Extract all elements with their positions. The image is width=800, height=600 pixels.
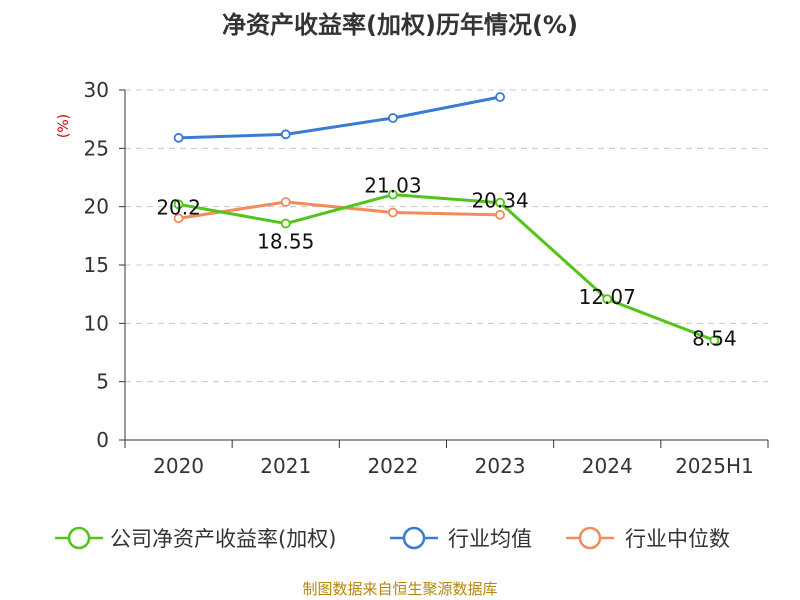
y-tick-label: 30 [84,78,109,102]
x-tick-label: 2023 [475,454,526,478]
data-label: 8.54 [692,326,737,350]
data-point [280,218,291,229]
x-tick-label: 2020 [153,454,204,478]
data-point [388,207,398,218]
data-point [495,209,505,220]
data-point [173,199,184,210]
y-tick-label: 0 [96,428,109,452]
data-point [495,92,505,102]
y-tick-label: 5 [96,370,109,394]
data-label: 20.34 [471,189,528,213]
data-label: 21.03 [364,174,421,198]
data-point [388,189,398,200]
legend-marker [67,526,91,550]
legend-marker [578,526,602,550]
data-point [280,129,291,140]
source-note: 制图数据来自恒生聚源数据库 [302,580,497,598]
data-point [602,294,613,305]
series-line [178,200,501,220]
series-layer [173,92,720,346]
data-point [388,113,398,123]
y-tick-label: 20 [84,195,109,219]
data-label: 18.55 [257,230,314,254]
y-tick-label: 25 [84,136,109,160]
legend-label: 公司净资产收益率(加权) [110,527,336,551]
data-label: 20.2 [156,195,201,219]
grid-lines [125,89,768,383]
data-point [495,197,505,208]
legend: 公司净资产收益率(加权) 行业均值 行业中位数 [55,526,730,551]
legend-label: 行业均值 [448,527,532,551]
data-point [173,132,184,143]
data-point [280,197,291,207]
y-tick-label: 15 [84,253,109,277]
series-line [178,95,501,140]
y-axis-unit: (%) [56,114,72,138]
legend-marker [402,526,426,550]
series-line [178,193,715,342]
data-point [173,213,184,224]
legend-label: 行业中位数 [625,527,730,551]
y-tick-label: 10 [84,311,109,335]
x-tick-label: 2025H1 [675,454,754,478]
x-tick-label: 2024 [582,454,633,478]
axes: 0 5 10 15 20 25 30 2020 2021 2022 2023 2024 2025H1 [84,78,769,478]
x-tick-label: 2022 [367,454,418,478]
data-label: 12.07 [579,285,636,309]
x-tick-label: 2021 [260,454,311,478]
chart-title: 净资产收益率(加权)历年情况(%) [222,11,578,39]
data-point [709,335,720,346]
data-labels: 20.2 18.55 21.03 20.34 12.07 8.54 [156,174,736,351]
